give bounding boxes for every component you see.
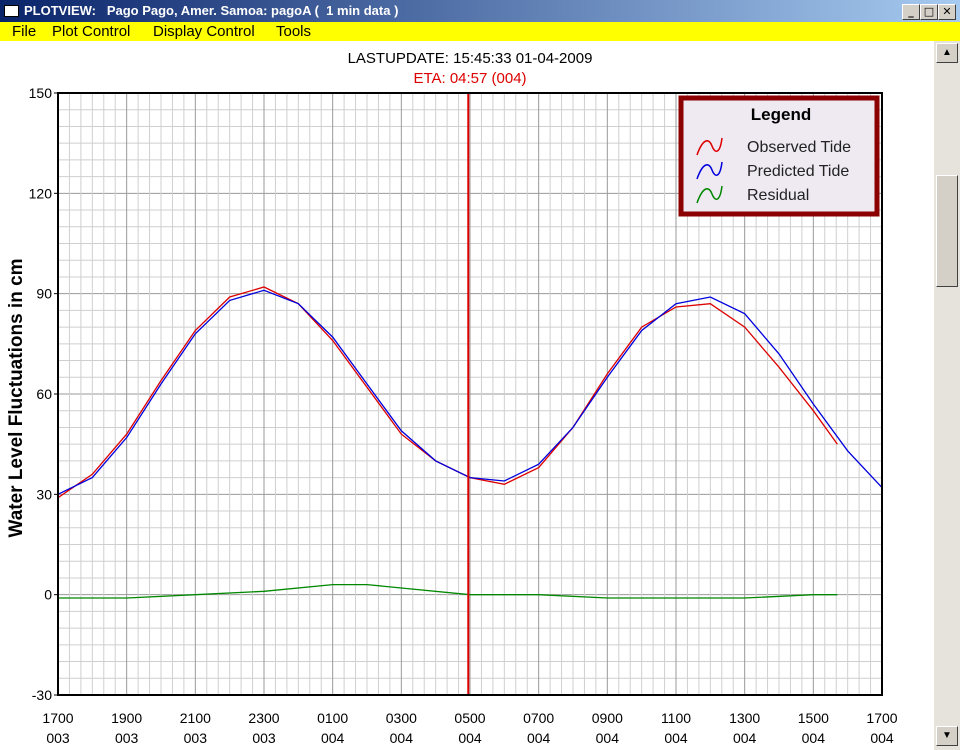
menu-plot-control[interactable]: Plot Control <box>52 23 131 40</box>
legend-box <box>678 95 880 217</box>
x-tick-day-label: 004 <box>596 730 620 746</box>
residual-legend-icon <box>696 185 723 204</box>
y-tick-label: 150 <box>29 85 53 101</box>
y-tick-label: 120 <box>29 185 53 201</box>
predicted-legend-icon <box>696 161 723 180</box>
x-tick-time-label: 1900 <box>111 710 142 726</box>
menu-tools[interactable]: Tools <box>276 23 312 40</box>
y-tick-label: 0 <box>44 587 52 603</box>
x-tick-day-label: 004 <box>390 730 414 746</box>
x-tick-time-label: 0100 <box>317 710 348 726</box>
x-tick-time-label: 1300 <box>729 710 760 726</box>
observed-legend-icon <box>696 137 723 156</box>
legend: Legend Observed Tide Predicted Tide Resi… <box>678 95 880 217</box>
x-tick-day-label: 004 <box>664 730 688 746</box>
y-tick-label: -30 <box>32 687 52 703</box>
menu-bar: File Plot Control Display Control Tools <box>0 22 960 41</box>
x-tick-day-label: 004 <box>321 730 345 746</box>
x-tick-time-label: 0900 <box>592 710 623 726</box>
window-titlebar: PLOTVIEW: Pago Pago, Amer. Samoa: pagoA … <box>0 0 960 22</box>
x-tick-time-label: 2100 <box>180 710 211 726</box>
x-tick-day-label: 004 <box>870 730 894 746</box>
scroll-thumb[interactable] <box>936 175 958 287</box>
x-tick-day-label: 003 <box>115 730 139 746</box>
scroll-down-button[interactable]: ▼ <box>936 726 958 746</box>
menu-display-control[interactable]: Display Control <box>153 23 255 40</box>
tide-chart: LASTUPDATE: 15:45:33 01-04-2009 ETA: 04:… <box>6 50 898 746</box>
x-tick-time-label: 1100 <box>661 710 691 726</box>
x-tick-day-label: 003 <box>252 730 276 746</box>
vertical-scrollbar[interactable]: ▲ ▼ <box>934 41 960 750</box>
x-tick-time-label: 0500 <box>454 710 485 726</box>
predicted-series-line <box>57 289 883 495</box>
x-tick-day-label: 004 <box>458 730 482 746</box>
plot-area: LASTUPDATE: 15:45:33 01-04-2009 ETA: 04:… <box>0 41 934 750</box>
x-tick-day-label: 004 <box>733 730 757 746</box>
x-tick-time-label: 0700 <box>523 710 554 726</box>
x-tick-day-label: 004 <box>802 730 826 746</box>
app-icon <box>4 5 19 17</box>
residual-series-line <box>58 583 838 599</box>
y-tick-label: 60 <box>36 386 52 402</box>
scroll-up-button[interactable]: ▲ <box>936 43 958 63</box>
maximize-button[interactable]: □ <box>920 4 938 20</box>
eta-label: ETA: 04:57 (004) <box>413 70 526 87</box>
y-tick-label: 90 <box>36 286 52 302</box>
last-update-label: LASTUPDATE: 15:45:33 01-04-2009 <box>348 50 593 67</box>
x-tick-time-label: 0300 <box>386 710 417 726</box>
legend-observed-label: Observed Tide <box>747 139 851 156</box>
x-tick-time-label: 1500 <box>798 710 829 726</box>
close-button[interactable]: ✕ <box>938 4 956 20</box>
x-tick-time-label: 2300 <box>248 710 279 726</box>
legend-title: Legend <box>751 105 811 124</box>
legend-residual-label: Residual <box>747 187 809 204</box>
x-tick-day-label: 003 <box>46 730 70 746</box>
legend-predicted-label: Predicted Tide <box>747 163 849 180</box>
menu-file[interactable]: File <box>12 23 37 40</box>
x-tick-day-label: 004 <box>527 730 551 746</box>
x-tick-time-label: 1700 <box>866 710 897 726</box>
y-tick-label: 30 <box>36 486 52 502</box>
window-title: PLOTVIEW: Pago Pago, Amer. Samoa: pagoA … <box>24 3 399 18</box>
minimize-button[interactable]: _ <box>902 4 920 20</box>
x-tick-day-label: 003 <box>184 730 208 746</box>
x-tick-time-label: 1700 <box>42 710 73 726</box>
y-axis-label: Water Level Fluctuations in cm <box>6 258 27 537</box>
